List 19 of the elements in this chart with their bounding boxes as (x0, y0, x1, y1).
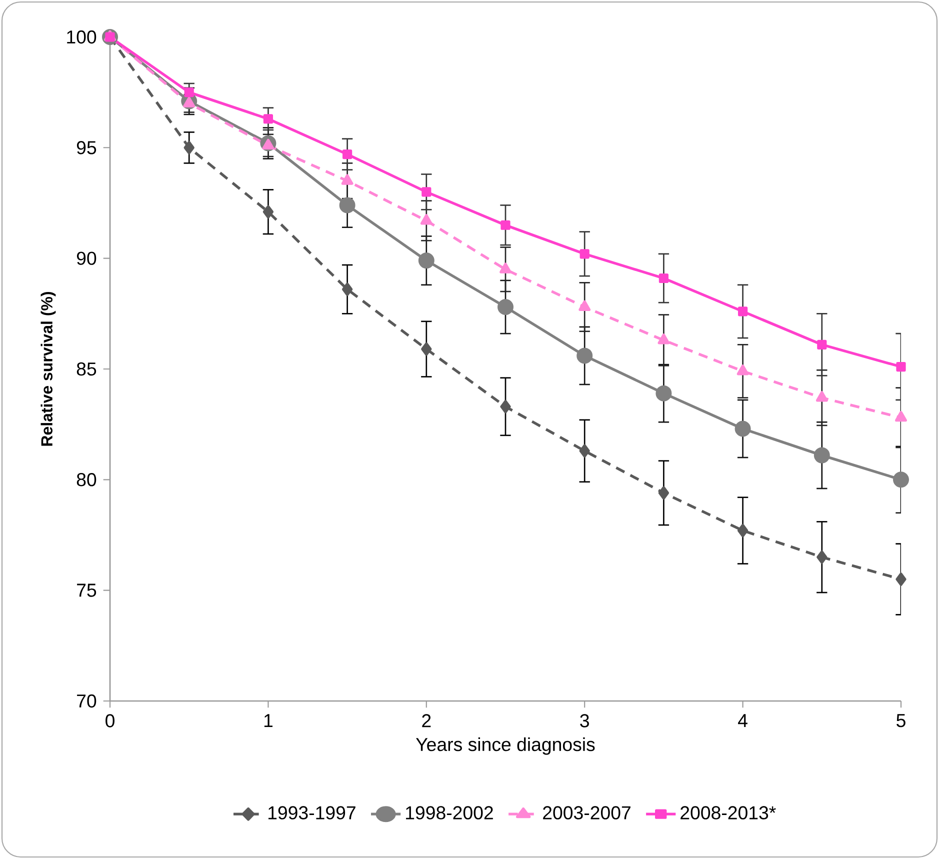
y-tick-label: 75 (77, 584, 96, 597)
y-tick-label: 100 (67, 30, 96, 44)
x-tick-label: 5 (896, 714, 906, 728)
legend-label: 1998-2002 (406, 806, 493, 820)
x-tick-label: 2 (422, 714, 431, 728)
y-axis-title: Relative survival (%) (40, 292, 56, 446)
legend-label: 1993-1997 (268, 806, 356, 820)
x-axis-title: Years since diagnosis (416, 737, 595, 755)
y-tick-label: 70 (77, 694, 96, 708)
legend-label: 2003-2007 (543, 806, 630, 820)
x-tick-label: 0 (106, 714, 114, 728)
y-tick-label: 85 (76, 362, 96, 376)
x-tick-label: 3 (580, 714, 589, 728)
x-tick-label: 1 (264, 714, 272, 727)
x-tick-label: 4 (738, 714, 748, 727)
y-tick-label: 80 (76, 473, 96, 486)
y-tick-label: 90 (76, 252, 96, 265)
y-tick-label: 95 (76, 141, 96, 154)
legend-label: 2008-2013* (680, 806, 776, 820)
